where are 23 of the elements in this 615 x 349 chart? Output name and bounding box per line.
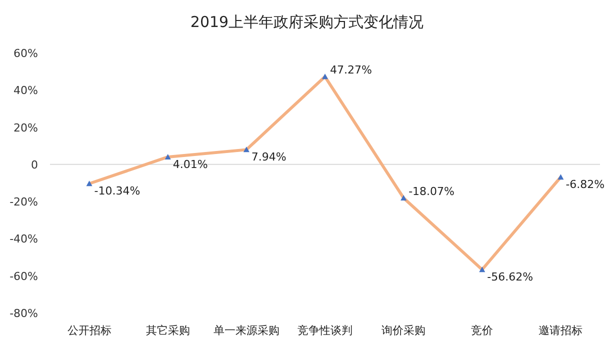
y-tick-label: -20% bbox=[10, 196, 38, 209]
x-tick-label: 公开招标 bbox=[67, 324, 112, 337]
x-tick-label: 邀请招标 bbox=[538, 324, 583, 337]
x-tick-label: 竞价 bbox=[471, 324, 494, 337]
data-label: -18.07% bbox=[408, 184, 454, 198]
y-tick-label: 20% bbox=[14, 121, 38, 134]
x-tick-label: 单一来源采购 bbox=[213, 324, 280, 337]
chart-title: 2019上半年政府采购方式变化情况 bbox=[190, 13, 424, 31]
data-label: 4.01% bbox=[172, 158, 208, 171]
y-tick-label: -80% bbox=[10, 307, 38, 320]
y-tick-label: -60% bbox=[10, 270, 38, 283]
x-tick-label: 询价采购 bbox=[382, 324, 426, 337]
y-tick-label: 40% bbox=[14, 84, 38, 98]
data-label: 7.94% bbox=[251, 150, 286, 164]
y-tick-label: -40% bbox=[10, 232, 38, 246]
y-tick-label: 0 bbox=[31, 158, 38, 172]
data-label: -6.82% bbox=[566, 178, 605, 192]
x-tick-label: 竞争性谈判 bbox=[298, 324, 352, 337]
data-label: -56.62% bbox=[487, 270, 534, 284]
x-tick-label: 其它采购 bbox=[146, 324, 190, 337]
data-label: -10.34% bbox=[94, 184, 140, 198]
y-tick-label: 60% bbox=[14, 47, 38, 60]
data-label: 47.27% bbox=[330, 64, 372, 77]
